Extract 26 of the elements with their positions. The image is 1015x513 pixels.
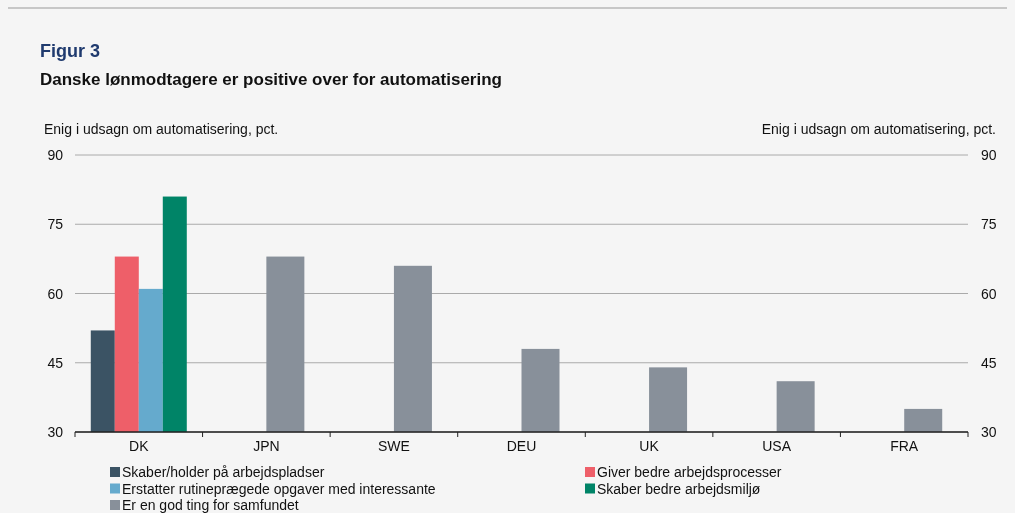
- y-tick-label: 60: [47, 285, 64, 302]
- y2-tick-label: 90: [981, 147, 997, 163]
- y-axis-title: Enig i udsagn om automatisering, pct.: [44, 121, 279, 137]
- legend-label: Skaber bedre arbejdsmiljø: [597, 480, 761, 497]
- legend-label: Er en god ting for samfundet: [122, 497, 299, 513]
- y-tick-label: 30: [47, 424, 64, 440]
- chart-title: Figur 3: [40, 41, 101, 61]
- legend-label: Skaber/holder på arbejdspladser: [122, 464, 325, 480]
- x-tick-label: USA: [762, 438, 792, 454]
- chart-subtitle: Danske lønmodtagere er positive over for automatisering: [40, 70, 502, 89]
- y2-tick-label: 60: [981, 285, 997, 302]
- y-tick-label: 90: [47, 147, 64, 163]
- y2-axis-title: Enig i udsagn om automatisering, pct.: [761, 121, 996, 137]
- y2-tick-label: 30: [981, 424, 997, 440]
- y2-tick-label: 45: [981, 354, 997, 371]
- x-tick-label: SWE: [377, 438, 410, 454]
- x-tick-label: DEU: [506, 438, 537, 454]
- x-tick-label: JPN: [253, 438, 280, 454]
- y2-tick-label: 75: [981, 216, 997, 233]
- x-tick-label: FRA: [890, 438, 919, 454]
- legend-label: Giver bedre arbejdsprocesser: [597, 464, 782, 480]
- x-tick-label: UK: [639, 438, 660, 454]
- legend-label: Erstatter rutineprægede opgaver med interessante: [122, 480, 436, 497]
- y-tick-label: 75: [47, 216, 64, 233]
- y-tick-label: 45: [47, 354, 64, 371]
- x-tick-label: DK: [129, 438, 150, 454]
